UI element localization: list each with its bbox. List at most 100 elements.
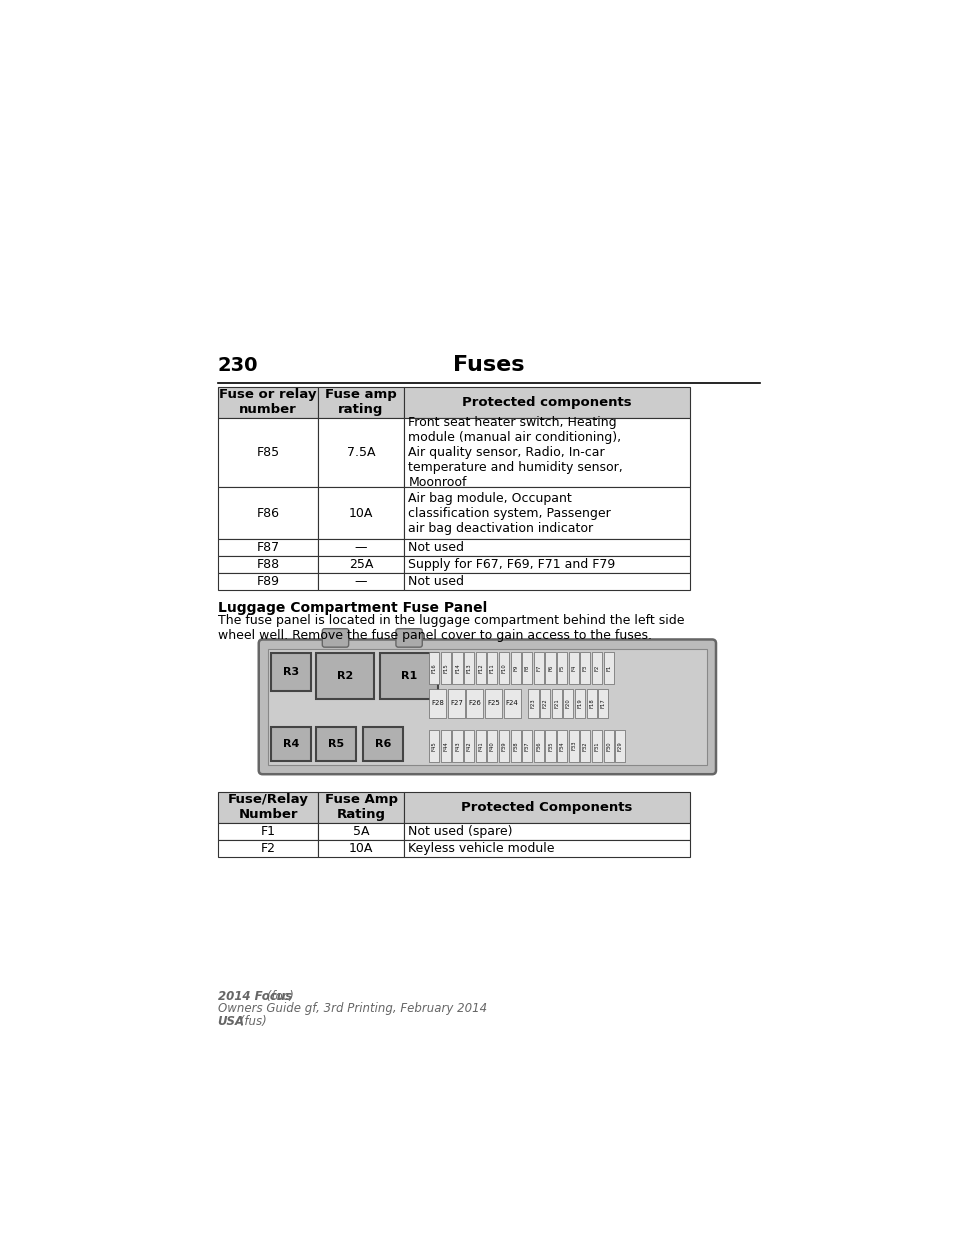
Bar (403, 573, 690, 590)
Text: R4: R4 (283, 740, 299, 750)
Bar (403, 540, 690, 556)
Bar (217, 487, 318, 540)
Text: F25: F25 (487, 700, 499, 706)
Bar (403, 792, 690, 823)
Text: F17: F17 (600, 699, 605, 708)
Bar (429, 730, 439, 762)
Text: F7: F7 (536, 664, 541, 671)
Text: F44: F44 (443, 741, 448, 751)
Text: F26: F26 (468, 700, 481, 706)
Text: Not used (spare): Not used (spare) (408, 825, 513, 837)
Text: Protected Components: Protected Components (461, 800, 632, 814)
Bar (318, 540, 403, 556)
Bar (318, 573, 403, 590)
Text: F40: F40 (490, 741, 495, 751)
Text: F35: F35 (547, 741, 553, 751)
Bar (503, 689, 520, 718)
Text: USA: USA (217, 1014, 245, 1028)
Text: Owners Guide gf, 3rd Printing, February 2014: Owners Guide gf, 3rd Printing, February … (217, 1003, 486, 1015)
Bar (362, 727, 402, 761)
Text: 2014 Focus: 2014 Focus (217, 990, 292, 1003)
Text: F4: F4 (571, 664, 576, 671)
Bar (217, 792, 318, 823)
Bar (579, 652, 590, 684)
Bar (318, 487, 403, 540)
Text: Fuse or relay
number: Fuse or relay number (219, 388, 316, 416)
Text: F1: F1 (605, 664, 611, 671)
Text: F20: F20 (565, 699, 570, 708)
Text: F5: F5 (559, 664, 564, 671)
Text: Not used: Not used (408, 541, 464, 555)
Bar (403, 840, 690, 857)
Bar (498, 652, 509, 684)
Text: R6: R6 (375, 740, 391, 750)
Bar (217, 573, 318, 590)
Bar (403, 556, 690, 573)
Text: F87: F87 (256, 541, 279, 555)
Text: Fuse amp
rating: Fuse amp rating (325, 388, 396, 416)
Bar (476, 730, 485, 762)
Text: F41: F41 (477, 741, 483, 751)
Bar (557, 730, 567, 762)
Bar (452, 652, 462, 684)
Text: F14: F14 (455, 663, 459, 673)
Bar (466, 689, 483, 718)
Bar (318, 417, 403, 487)
Bar (440, 652, 451, 684)
Text: Fuse Amp
Rating: Fuse Amp Rating (324, 793, 397, 821)
Bar (615, 730, 624, 762)
Text: The fuse panel is located in the luggage compartment behind the left side
wheel : The fuse panel is located in the luggage… (217, 614, 683, 642)
Bar (534, 652, 543, 684)
Bar (603, 652, 613, 684)
Bar (545, 652, 555, 684)
Text: —: — (355, 541, 367, 555)
Text: 5A: 5A (353, 825, 369, 837)
Bar (217, 417, 318, 487)
Text: F34: F34 (559, 741, 564, 751)
Bar (379, 652, 437, 699)
Text: F36: F36 (536, 741, 541, 751)
Bar (464, 730, 474, 762)
Text: F42: F42 (466, 741, 471, 751)
FancyBboxPatch shape (258, 640, 716, 774)
Text: R1: R1 (400, 671, 416, 680)
Text: F6: F6 (547, 664, 553, 671)
Bar (271, 727, 311, 761)
Text: 25A: 25A (349, 558, 373, 572)
Bar (447, 689, 464, 718)
Text: F32: F32 (582, 741, 587, 751)
FancyBboxPatch shape (395, 629, 422, 647)
Bar (603, 730, 613, 762)
Bar (429, 689, 446, 718)
Bar (217, 387, 318, 417)
Text: Fuse/Relay
Number: Fuse/Relay Number (228, 793, 308, 821)
Text: F12: F12 (477, 663, 483, 673)
Text: F9: F9 (513, 664, 517, 671)
Bar (528, 689, 537, 718)
Bar (568, 652, 578, 684)
Text: F27: F27 (450, 700, 462, 706)
Bar (476, 652, 485, 684)
Text: F2: F2 (594, 664, 598, 671)
Bar (539, 689, 550, 718)
Text: F15: F15 (443, 663, 448, 673)
Bar (510, 730, 520, 762)
Text: F88: F88 (256, 558, 279, 572)
Text: 230: 230 (217, 357, 258, 375)
Text: Keyless vehicle module: Keyless vehicle module (408, 841, 555, 855)
Bar (217, 556, 318, 573)
Text: F11: F11 (490, 663, 495, 673)
Text: F1: F1 (260, 825, 275, 837)
Text: F43: F43 (455, 741, 459, 751)
Text: F28: F28 (431, 700, 444, 706)
Text: F24: F24 (505, 700, 518, 706)
Bar (487, 652, 497, 684)
Bar (315, 727, 356, 761)
Bar (318, 556, 403, 573)
Text: F31: F31 (594, 741, 598, 751)
Bar (545, 730, 555, 762)
Bar (217, 840, 318, 857)
Bar (568, 730, 578, 762)
Bar (586, 689, 596, 718)
Bar (534, 730, 543, 762)
